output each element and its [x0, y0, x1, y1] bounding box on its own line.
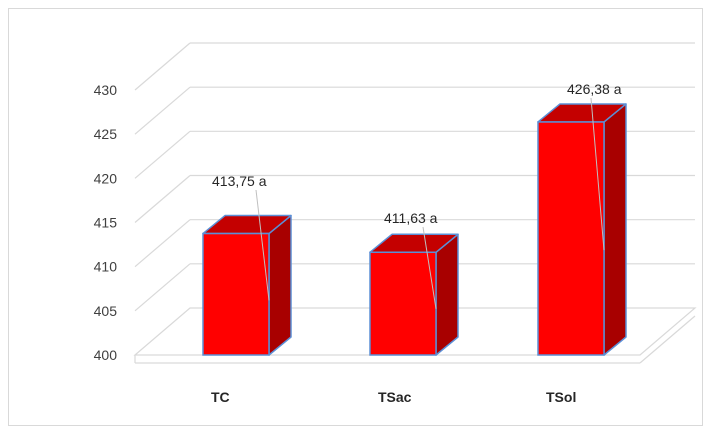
- bar-side: [268, 214, 292, 356]
- leader-line: [422, 226, 437, 309]
- leader-line: [255, 189, 270, 301]
- bar-front: [202, 232, 270, 356]
- data-label: 426,38 a: [567, 81, 622, 97]
- y-tick-label: 425: [94, 126, 118, 142]
- bars: [202, 103, 627, 356]
- gridline-side: [134, 219, 191, 268]
- category-label: TSac: [378, 389, 412, 405]
- gridline-side: [134, 130, 191, 179]
- y-tick-label: 430: [94, 82, 118, 98]
- y-tick-label: 415: [94, 215, 118, 231]
- y-tick-label: 405: [94, 303, 118, 319]
- bar-side: [435, 233, 459, 356]
- y-tick-label: 410: [94, 259, 118, 275]
- gridline-side: [134, 263, 191, 312]
- category-label: TSol: [546, 389, 576, 405]
- bar-TSol: [537, 103, 627, 356]
- leader-line: [590, 97, 605, 251]
- category-labels: TC TSac TSol: [211, 389, 576, 405]
- gridline-side: [134, 42, 191, 91]
- gridline-side: [134, 175, 191, 223]
- bar-front: [537, 121, 605, 356]
- floor-right-edge: [639, 315, 696, 364]
- y-tick-labels: 400 405 410 415 420 425 430: [94, 82, 118, 363]
- bar-front: [369, 251, 437, 356]
- y-tick-label: 420: [94, 170, 118, 186]
- data-labels: 413,75 a 411,63 a 426,38 a: [212, 81, 622, 309]
- y-tick-label: 400: [94, 347, 118, 363]
- data-label: 411,63 a: [384, 210, 438, 226]
- data-label: 413,75 a: [212, 173, 267, 189]
- bar-TSac: [369, 233, 459, 356]
- bar-side: [603, 103, 627, 356]
- category-label: TC: [211, 389, 230, 405]
- bar-TC: [202, 214, 292, 356]
- gridline-side: [134, 86, 191, 135]
- chart-floor: [133, 307, 697, 356]
